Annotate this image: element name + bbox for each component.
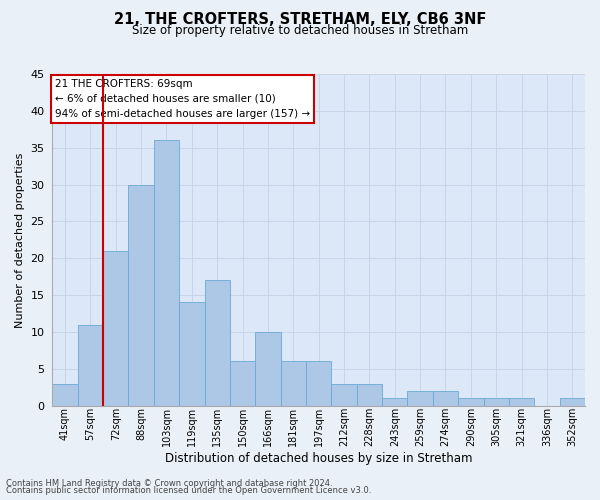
Bar [560, 398, 585, 406]
Text: Size of property relative to detached houses in Stretham: Size of property relative to detached ho… [132, 24, 468, 37]
Bar [255, 332, 281, 406]
Bar [77, 324, 103, 406]
Text: 21 THE CROFTERS: 69sqm
← 6% of detached houses are smaller (10)
94% of semi-deta: 21 THE CROFTERS: 69sqm ← 6% of detached … [55, 79, 310, 118]
Bar [103, 251, 128, 406]
Bar [306, 362, 331, 406]
Bar [331, 384, 357, 406]
Bar [509, 398, 534, 406]
Bar [179, 302, 205, 406]
Bar [484, 398, 509, 406]
Bar [52, 384, 77, 406]
Text: Contains public sector information licensed under the Open Government Licence v3: Contains public sector information licen… [6, 486, 371, 495]
Bar [154, 140, 179, 406]
Y-axis label: Number of detached properties: Number of detached properties [15, 152, 25, 328]
Bar [230, 362, 255, 406]
Bar [128, 184, 154, 406]
Bar [458, 398, 484, 406]
Text: 21, THE CROFTERS, STRETHAM, ELY, CB6 3NF: 21, THE CROFTERS, STRETHAM, ELY, CB6 3NF [114, 12, 486, 28]
X-axis label: Distribution of detached houses by size in Stretham: Distribution of detached houses by size … [165, 452, 472, 465]
Bar [382, 398, 407, 406]
Bar [357, 384, 382, 406]
Bar [407, 391, 433, 406]
Bar [433, 391, 458, 406]
Text: Contains HM Land Registry data © Crown copyright and database right 2024.: Contains HM Land Registry data © Crown c… [6, 478, 332, 488]
Bar [281, 362, 306, 406]
Bar [205, 280, 230, 406]
